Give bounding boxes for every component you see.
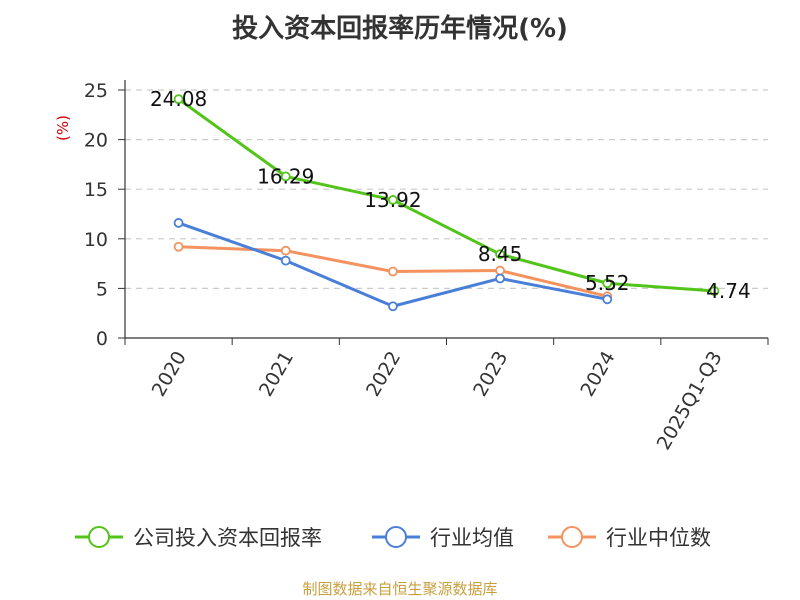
data-label: 5.52 <box>585 271 630 295</box>
legend-label: 公司投入资本回报率 <box>133 526 322 550</box>
data-point[interactable] <box>495 273 505 284</box>
data-label: 8.45 <box>478 242 523 266</box>
data-point[interactable] <box>495 265 505 276</box>
series-lines <box>173 94 720 312</box>
x-tick-label: 2022 <box>362 348 405 401</box>
x-tick-label: 2025Q1-Q3 <box>653 348 727 454</box>
y-tick-label: 5 <box>96 278 108 300</box>
legend-item[interactable]: 行业中位数 <box>548 526 711 550</box>
x-tick-label: 2021 <box>255 348 298 401</box>
y-tick-label: 25 <box>84 80 108 102</box>
x-tick-label: 2020 <box>148 348 191 401</box>
axes: 0 5 10 15 20 25 (%) 2020 2021 2022 2023 2024 2025Q1-… <box>54 80 769 454</box>
data-label: 24.08 <box>150 87 207 111</box>
data-label: 16.29 <box>257 164 314 188</box>
data-point[interactable] <box>173 94 184 105</box>
legend-marker <box>88 526 110 548</box>
data-point[interactable] <box>495 249 505 260</box>
data-labels: 24.08 16.29 13.92 8.45 5.52 4.74 <box>150 87 751 303</box>
legend-item[interactable]: 行业均值 <box>372 526 514 550</box>
legend-marker <box>385 526 407 548</box>
y-tick-label: 15 <box>84 179 108 201</box>
data-point[interactable] <box>602 278 613 289</box>
data-point[interactable] <box>602 294 613 305</box>
y-tick-label: 20 <box>84 130 108 152</box>
data-label: 13.92 <box>364 188 421 212</box>
y-axis-label: (%) <box>54 115 72 141</box>
legend-label: 行业中位数 <box>606 526 711 550</box>
data-point[interactable] <box>173 218 184 228</box>
data-label: 4.74 <box>706 279 751 303</box>
data-point[interactable] <box>388 195 398 205</box>
data-point[interactable] <box>173 241 184 252</box>
y-tick-label: 10 <box>84 229 108 251</box>
data-point[interactable] <box>280 245 291 256</box>
legend[interactable]: 公司投入资本回报率 行业均值 行业中位数 <box>75 526 711 550</box>
legend-item[interactable]: 公司投入资本回报率 <box>75 526 322 550</box>
chart-title: 投入资本回报率历年情况(%) <box>232 14 568 44</box>
data-point[interactable] <box>709 286 720 296</box>
y-tick-label: 0 <box>96 328 108 350</box>
data-point[interactable] <box>388 266 398 277</box>
data-point[interactable] <box>388 301 398 312</box>
legend-label: 行业均值 <box>430 526 514 550</box>
x-tick-label: 2024 <box>576 348 619 401</box>
grid-lines <box>125 89 768 289</box>
legend-marker <box>561 526 583 548</box>
x-tick-label: 2023 <box>469 348 512 401</box>
data-point[interactable] <box>280 171 291 182</box>
source-note: 制图数据来自恒生聚源数据库 <box>302 580 498 598</box>
data-point[interactable] <box>280 255 291 266</box>
series-line <box>177 97 715 293</box>
